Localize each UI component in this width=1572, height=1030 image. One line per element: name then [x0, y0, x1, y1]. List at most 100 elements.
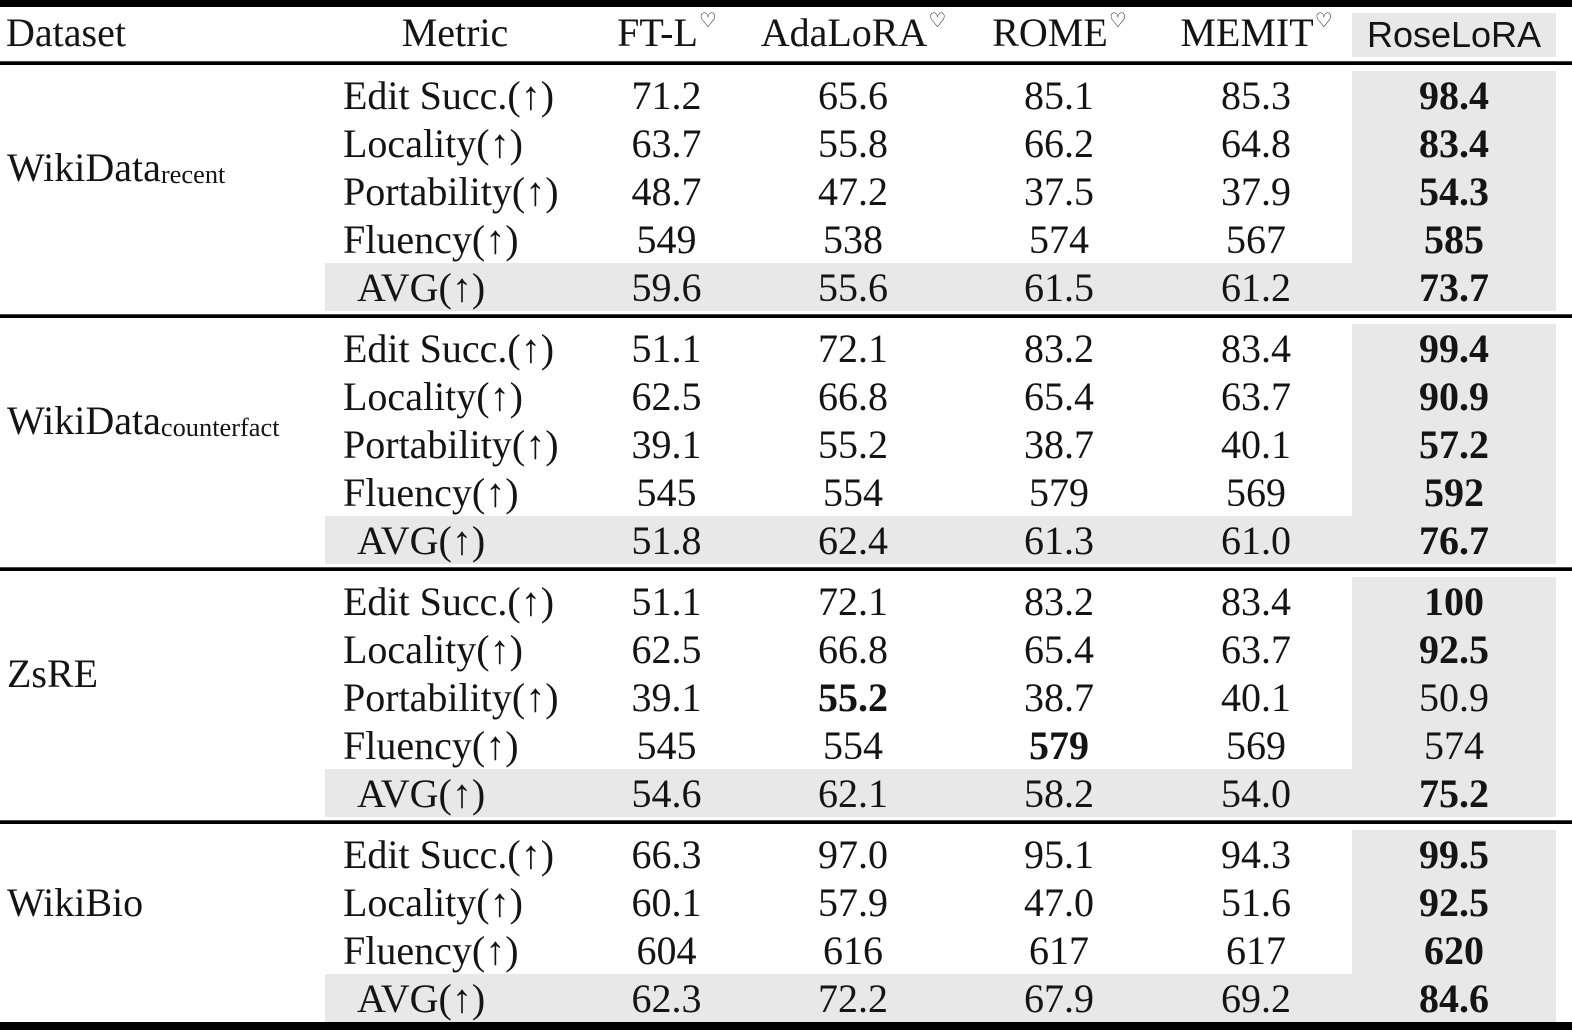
value-roselora: 585 [1352, 215, 1556, 263]
value-rome: 579 [1029, 722, 1089, 768]
value-adalora: 47.2 [818, 168, 888, 214]
value-roselora: 90.9 [1352, 372, 1556, 420]
metric-label: AVG(↑) [325, 516, 585, 564]
table-row-avg: AVG(↑) 62.3 72.2 67.9 69.2 84.6 [0, 974, 1572, 1022]
column-header-memit: MEMIT ♡ [1160, 7, 1352, 58]
value-roselora: 92.5 [1352, 878, 1556, 926]
table-row: Edit Succ.(↑) 66.3 97.0 95.1 94.3 99.5 [0, 830, 1572, 878]
value-roselora: 100 [1352, 577, 1556, 625]
table-row: Portability(↑) 39.1 55.2 38.7 40.1 50.9 [0, 673, 1572, 721]
value-rome: 38.7 [1024, 674, 1094, 720]
block-wikibio: WikiBio Edit Succ.(↑) 66.3 97.0 95.1 94.… [0, 830, 1572, 1022]
value-adalora: 65.6 [818, 72, 888, 118]
value-memit: 85.3 [1221, 72, 1291, 118]
value-memit: 61.2 [1160, 263, 1352, 311]
value-rome: 58.2 [958, 769, 1160, 817]
value-adalora: 57.9 [818, 879, 888, 925]
value-rome: 579 [1029, 469, 1089, 515]
value-rome: 67.9 [958, 974, 1160, 1022]
value-roselora: 574 [1352, 721, 1556, 769]
dataset-name: ZsRE [7, 650, 99, 696]
value-adalora: 616 [823, 927, 883, 973]
method-label: RoseLoRA [1366, 13, 1542, 55]
value-ftl: 549 [636, 216, 697, 262]
value-adalora: 66.8 [818, 373, 888, 419]
table-row-avg: AVG(↑) 51.8 62.4 61.3 61.0 76.7 [0, 516, 1572, 564]
table-row: Edit Succ.(↑) 71.2 65.6 85.1 85.3 98.4 [0, 71, 1572, 119]
value-ftl: 54.6 [585, 769, 748, 817]
table-row: Fluency(↑) 604 616 617 617 620 [0, 926, 1572, 974]
value-roselora: 99.5 [1352, 830, 1556, 878]
column-header-roselora: RoseLoRA [1352, 7, 1556, 58]
value-memit: 569 [1226, 469, 1286, 515]
value-memit: 64.8 [1221, 120, 1291, 166]
value-memit: 51.6 [1221, 879, 1291, 925]
block-zsre: ZsRE Edit Succ.(↑) 51.1 72.1 83.2 83.4 1… [0, 577, 1572, 817]
value-ftl: 63.7 [631, 120, 702, 166]
table-row: Fluency(↑) 549 538 574 567 585 [0, 215, 1572, 263]
value-adalora: 72.2 [748, 974, 958, 1022]
value-adalora: 554 [823, 722, 883, 768]
metric-label: Edit Succ.(↑) [343, 325, 555, 371]
table-row: Locality(↑) 63.7 55.8 66.2 64.8 83.4 [0, 119, 1572, 167]
method-label: MEMIT [1180, 10, 1314, 55]
value-rome: 38.7 [1024, 421, 1094, 467]
value-ftl: 62.5 [631, 373, 702, 419]
heart-icon: ♡ [698, 8, 717, 33]
dataset-name: WikiData recent [7, 144, 226, 190]
value-adalora: 66.8 [818, 626, 888, 672]
metric-label: Fluency(↑) [343, 469, 519, 515]
value-memit: 83.4 [1221, 325, 1291, 371]
value-memit: 40.1 [1221, 674, 1291, 720]
value-ftl: 545 [636, 469, 697, 515]
value-memit: 569 [1226, 722, 1286, 768]
value-ftl: 39.1 [631, 674, 702, 720]
header-separator-rule [0, 58, 1572, 71]
value-ftl: 62.5 [631, 626, 702, 672]
value-roselora: 76.7 [1352, 516, 1556, 564]
value-ftl: 51.1 [631, 325, 702, 371]
metric-label: Edit Succ.(↑) [343, 578, 555, 624]
block-wikidata-recent: WikiData recent Edit Succ.(↑) 71.2 65.6 8… [0, 71, 1572, 311]
block-separator-rule [0, 817, 1572, 830]
roselora-highlight-box: RoseLoRA [1352, 12, 1556, 57]
value-ftl: 545 [636, 722, 697, 768]
value-rome: 95.1 [1024, 831, 1094, 877]
value-adalora: 55.2 [818, 674, 888, 720]
value-roselora: 620 [1352, 926, 1556, 974]
metric-label: Edit Succ.(↑) [343, 72, 555, 118]
metric-label: Fluency(↑) [343, 927, 519, 973]
value-ftl: 59.6 [585, 263, 748, 311]
value-adalora: 55.6 [748, 263, 958, 311]
metric-label: Portability(↑) [343, 168, 559, 214]
metric-label: AVG(↑) [325, 974, 585, 1022]
table-row: Locality(↑) 60.1 57.9 47.0 51.6 92.5 [0, 878, 1572, 926]
value-rome: 65.4 [1024, 626, 1094, 672]
metric-label: AVG(↑) [325, 263, 585, 311]
table-row: Portability(↑) 39.1 55.2 38.7 40.1 57.2 [0, 420, 1572, 468]
metric-label: Locality(↑) [343, 120, 523, 166]
table-row: Fluency(↑) 545 554 579 569 592 [0, 468, 1572, 516]
metric-label: Fluency(↑) [343, 722, 519, 768]
table-row: Locality(↑) 62.5 66.8 65.4 63.7 92.5 [0, 625, 1572, 673]
value-roselora: 75.2 [1352, 769, 1556, 817]
table-row: Locality(↑) 62.5 66.8 65.4 63.7 90.9 [0, 372, 1572, 420]
value-roselora: 73.7 [1352, 263, 1556, 311]
column-header-metric: Metric [401, 10, 509, 55]
value-ftl: 62.3 [585, 974, 748, 1022]
value-memit: 567 [1226, 216, 1286, 262]
value-roselora: 98.4 [1352, 71, 1556, 119]
value-memit: 83.4 [1221, 578, 1291, 624]
value-rome: 66.2 [1024, 120, 1094, 166]
value-rome: 61.5 [958, 263, 1160, 311]
table-header-row: Dataset Metric FT-L ♡ AdaLoRA ♡ ROME ♡ MEMI… [0, 7, 1572, 58]
value-rome: 574 [1029, 216, 1089, 262]
method-label: AdaLoRA [760, 10, 928, 55]
value-rome: 61.3 [958, 516, 1160, 564]
value-roselora: 57.2 [1352, 420, 1556, 468]
value-roselora: 592 [1352, 468, 1556, 516]
value-memit: 617 [1226, 927, 1286, 973]
column-header-adalora: AdaLoRA ♡ [748, 7, 958, 58]
heart-icon: ♡ [928, 8, 947, 33]
